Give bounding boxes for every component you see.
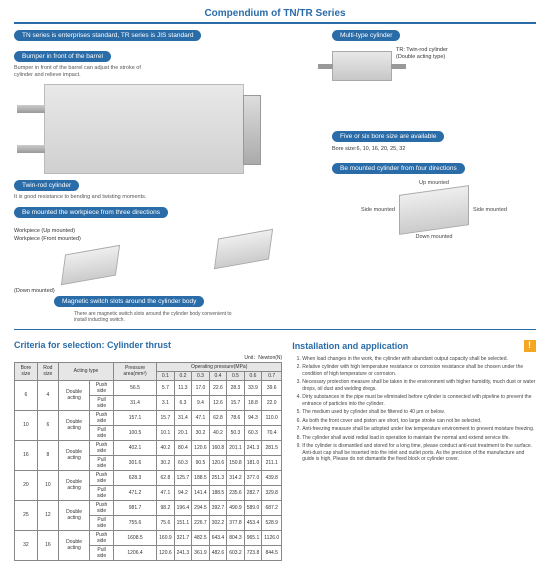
mount-sideL-label: Side mounted xyxy=(361,207,395,213)
mount-side-label: Side mounted xyxy=(473,207,507,213)
install-title: Installation and application xyxy=(292,341,408,351)
multi-type-pill: Multi-type cylinder xyxy=(332,30,400,41)
workpiece-up-label: Workpiece (Up mounted) xyxy=(14,228,75,234)
mount-down-label: Down mounted xyxy=(332,234,536,240)
warning-icon xyxy=(524,340,536,352)
main-cylinder-diagram xyxy=(44,84,244,174)
magnetic-pill: Magnetic switch slots around the cylinde… xyxy=(54,296,204,307)
workpiece-front-label: Workpiece (Front mounted) xyxy=(14,236,81,242)
twinrod-desc: It is good resistance to bending and twi… xyxy=(14,194,154,201)
thrust-table: Bore size Rod size Acting type Pressure … xyxy=(14,362,282,561)
bore-desc: Bore size:6, 10, 16, 20, 25, 32 xyxy=(332,146,536,153)
install-list: When load changes in the work, the cylin… xyxy=(292,356,536,463)
bumper-pill: Bumper in front of the barrel xyxy=(14,51,111,62)
multi-type-diagram xyxy=(332,51,392,81)
criteria-title: Criteria for selection: Cylinder thrust xyxy=(14,340,282,350)
subtitle-pill: TN series is enterprises standard, TR se… xyxy=(14,30,201,41)
magnetic-desc: There are magnetic switch slots around t… xyxy=(74,311,234,323)
bore-pill: Five or six bore size are available xyxy=(332,131,444,142)
bumper-desc: Bumper in front of the barrel can adjust… xyxy=(14,65,154,78)
mount-iso-2 xyxy=(214,229,273,269)
four-dir-pill: Be mounted cylinder from four directions xyxy=(332,163,465,174)
workpiece-down-label: (Down mounted) xyxy=(14,288,55,294)
four-dir-diagram xyxy=(399,185,469,235)
mount-iso-1 xyxy=(61,245,120,285)
three-dir-pill: Be mounted the workpiece from three dire… xyxy=(14,207,168,218)
twinrod-pill: Twin-rod cylinder xyxy=(14,180,79,191)
page-title: Compendium of TN/TR Series xyxy=(14,8,536,24)
unit-label: Unit：Newton(N) xyxy=(14,354,282,361)
